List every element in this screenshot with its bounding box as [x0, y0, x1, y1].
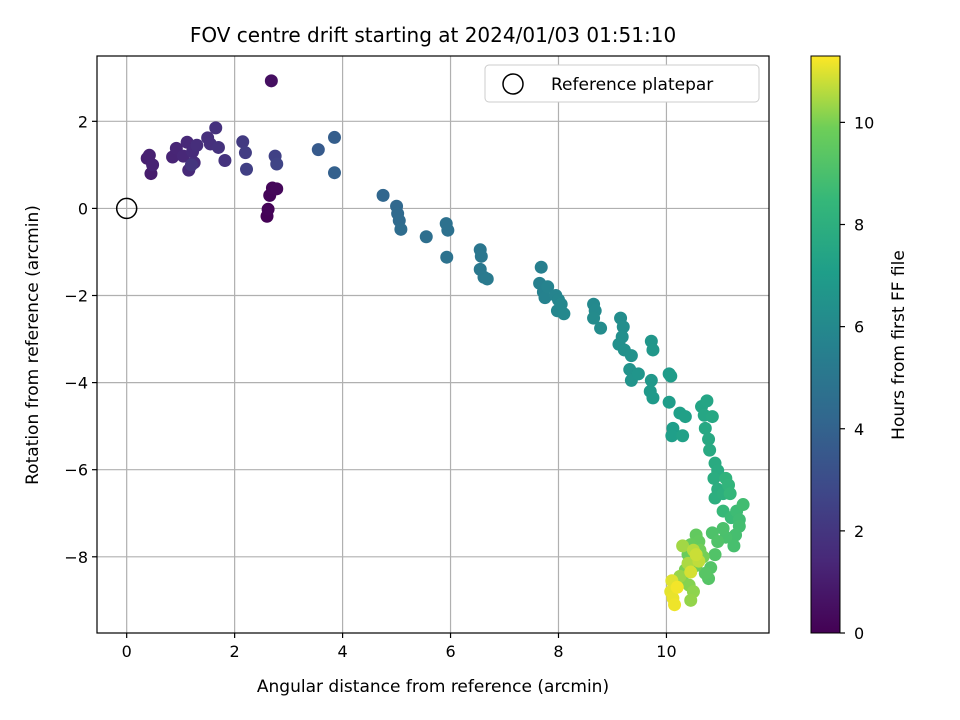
data-point [689, 548, 703, 562]
colorbar-tick-label: 6 [854, 318, 864, 337]
y-tick-label: −2 [64, 287, 88, 306]
data-point [703, 443, 717, 457]
data-point [376, 188, 390, 202]
colorbar-tick-label: 4 [854, 420, 864, 439]
data-point [261, 202, 275, 216]
legend-label: Reference platepar [551, 75, 713, 95]
colorbar-gradient [810, 55, 841, 634]
data-point [676, 539, 690, 553]
data-point [311, 143, 325, 157]
data-point [631, 367, 645, 381]
data-point [327, 130, 341, 144]
colorbar-label: Hours from first FF file [889, 250, 909, 440]
data-point [708, 548, 722, 562]
x-tick-label: 8 [553, 642, 563, 661]
colorbar-ticks: 0 2 4 6 8 10 [840, 113, 874, 643]
y-tick-label: −6 [64, 461, 88, 480]
y-tick-label: 0 [78, 199, 88, 218]
colorbar-tick-label: 10 [854, 113, 874, 132]
plot-frame [96, 55, 770, 634]
x-tick-label: 4 [337, 642, 347, 661]
data-point [218, 154, 232, 168]
y-axis-ticks: −8 −6 −4 −2 0 2 [64, 112, 97, 567]
data-point [270, 157, 284, 171]
data-point [676, 429, 690, 443]
data-point [594, 321, 608, 335]
data-point [723, 487, 737, 501]
reference-platepar-marker [115, 197, 138, 220]
chart-title: FOV centre drift starting at 2024/01/03 … [190, 23, 676, 47]
data-point [678, 410, 692, 424]
legend-marker [502, 73, 524, 95]
data-point [665, 429, 679, 443]
data-point [419, 230, 433, 244]
y-tick-label: −8 [64, 548, 88, 567]
data-point [698, 421, 712, 435]
data-point [684, 565, 698, 579]
data-point [662, 395, 676, 409]
x-axis-label: Angular distance from reference (arcmin) [257, 677, 609, 697]
data-point [700, 394, 714, 408]
data-point [236, 135, 250, 149]
data-point [538, 291, 552, 305]
data-point [327, 166, 341, 180]
data-point [211, 140, 225, 154]
data-point [644, 373, 658, 387]
data-point [698, 566, 712, 580]
data-point [184, 158, 198, 172]
data-point [664, 369, 678, 383]
data-point [624, 349, 638, 363]
legend: Reference platepar [484, 64, 760, 103]
data-point [668, 598, 682, 612]
data-point [541, 280, 555, 294]
data-point [702, 432, 716, 446]
data-point [190, 138, 204, 152]
data-point [264, 74, 278, 88]
data-point [684, 593, 698, 607]
data-point [707, 471, 721, 485]
data-point [238, 146, 252, 160]
data-point [711, 535, 725, 549]
x-tick-label: 6 [445, 642, 455, 661]
y-axis-label: Rotation from reference (arcmin) [23, 205, 43, 485]
grid-lines [97, 56, 769, 633]
data-point [705, 410, 719, 424]
data-point [729, 528, 743, 542]
x-tick-label: 2 [230, 642, 240, 661]
data-point [441, 223, 455, 237]
y-tick-label: 2 [78, 112, 88, 131]
data-point [240, 162, 254, 176]
data-point [670, 580, 684, 594]
data-point [616, 320, 630, 334]
x-tick-label: 0 [122, 642, 132, 661]
y-tick-label: −4 [64, 374, 88, 393]
data-point [716, 521, 730, 535]
colorbar-tick-label: 2 [854, 522, 864, 541]
data-point [440, 250, 454, 264]
colorbar-tick-label: 0 [854, 624, 864, 643]
x-axis-ticks: 0 2 4 6 8 10 [122, 633, 677, 661]
data-point [646, 343, 660, 357]
colorbar: 0 2 4 6 8 10 Hours from first FF file [810, 55, 909, 643]
data-point [209, 121, 223, 135]
data-point [587, 311, 601, 325]
data-point [646, 391, 660, 405]
legend-box [484, 64, 760, 103]
data-point [394, 222, 408, 236]
data-point [480, 272, 494, 286]
data-point [474, 249, 488, 263]
data-point [736, 498, 750, 512]
data-points [140, 74, 750, 612]
data-point [557, 307, 571, 321]
data-point [270, 182, 284, 196]
colorbar-tick-label: 8 [854, 216, 864, 235]
data-point [146, 158, 160, 172]
x-tick-label: 10 [656, 642, 676, 661]
data-point [727, 539, 741, 553]
data-point [534, 260, 548, 274]
